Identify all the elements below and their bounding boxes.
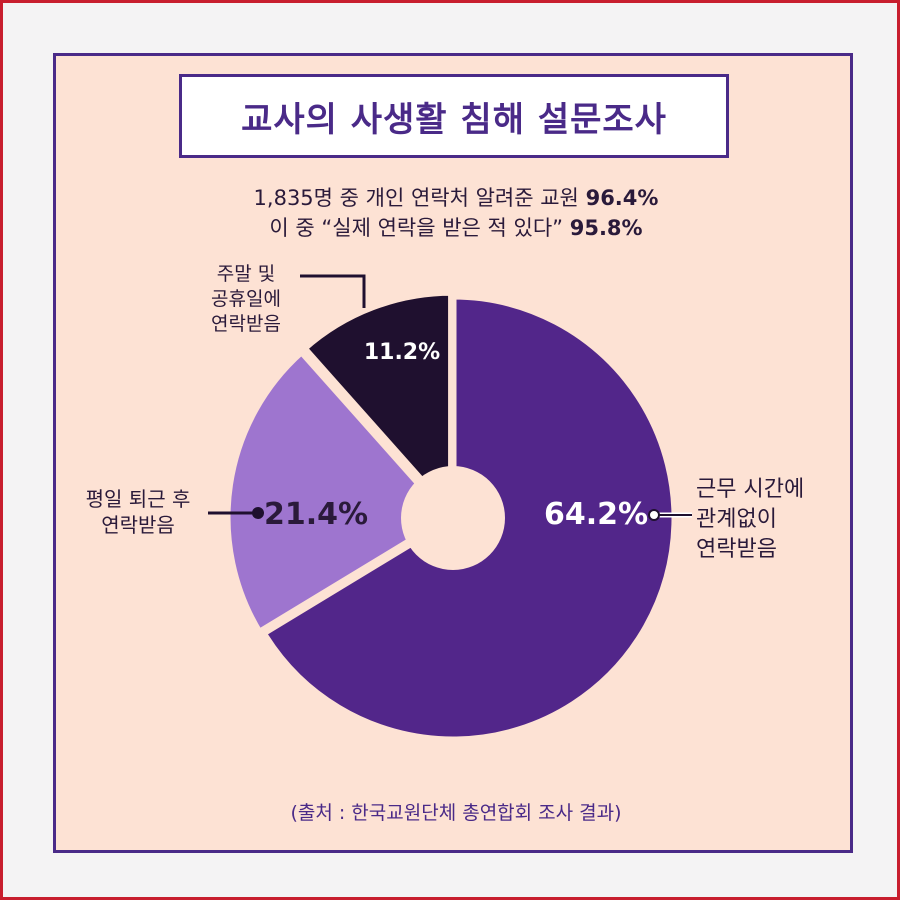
category-label-3-line-3: 연락받음 [211, 313, 281, 335]
subtitle-line-2: 이 중 “실제 연락을 받은 적 있다” 95.8% [56, 212, 850, 242]
category-label-2-line-1: 평일 퇴근 후 [86, 487, 191, 511]
category-label-3-line-2: 공휴일에 [211, 288, 281, 310]
subtitle-1-text: 1,835명 중 개인 연락처 알려준 교원 [253, 186, 579, 210]
category-label-1-line-2: 관계없이 [696, 507, 777, 532]
leader-dot-2 [252, 507, 264, 519]
value-label-3: 11.2% [364, 340, 440, 365]
leader-dot-1 [648, 509, 660, 521]
pie-center-hole [401, 466, 505, 570]
title-box: 교사의 사생활 침해 설문조사 [179, 74, 729, 158]
value-label-2: 21.4% [264, 497, 368, 532]
pie-slice-2 [223, 348, 453, 637]
pie-slice-3 [300, 288, 456, 518]
subtitle-2-value: 95.8% [569, 216, 643, 240]
category-label-1-line-3: 연락받음 [696, 537, 777, 562]
category-label-2-line-2: 연락받음 [101, 513, 175, 537]
subtitle-1-value: 96.4% [585, 186, 659, 210]
source-note: (출처 : 한국교원단체 총연합회 조사 결과) [290, 802, 622, 824]
value-label-1: 64.2% [544, 497, 648, 532]
page-title: 교사의 사생활 침해 설문조사 [241, 99, 667, 140]
category-label-1-line-1: 근무 시간에 [696, 477, 804, 502]
leader-line-3 [300, 274, 366, 308]
subtitle-line-1: 1,835명 중 개인 연락처 알려준 교원 96.4% [56, 182, 850, 212]
category-label-3-line-1: 주말 및 [217, 263, 275, 285]
subtitle-2-text: 이 중 “실제 연락을 받은 적 있다” [269, 216, 564, 240]
infographic-panel: 교사의 사생활 침해 설문조사 1,835명 중 개인 연락처 알려준 교원 9… [53, 53, 853, 853]
